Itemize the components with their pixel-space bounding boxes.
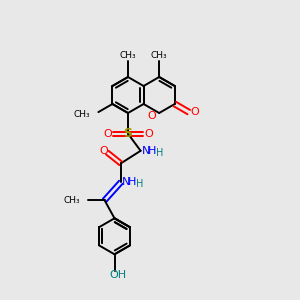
Text: O: O xyxy=(144,129,153,139)
Text: CH₃: CH₃ xyxy=(151,51,167,60)
Text: O: O xyxy=(99,146,108,156)
Text: H: H xyxy=(128,177,136,187)
Text: H: H xyxy=(136,179,143,189)
Text: O: O xyxy=(103,129,112,139)
Text: O: O xyxy=(148,111,157,121)
Text: H: H xyxy=(156,148,163,158)
Text: CH₃: CH₃ xyxy=(64,196,80,205)
Text: H: H xyxy=(147,146,156,156)
Text: N: N xyxy=(122,177,130,187)
Text: OH: OH xyxy=(109,269,126,280)
Text: O: O xyxy=(190,107,199,117)
Text: S: S xyxy=(124,127,133,140)
Text: CH₃: CH₃ xyxy=(74,110,90,118)
Text: N: N xyxy=(141,146,150,156)
Text: CH₃: CH₃ xyxy=(120,51,136,60)
